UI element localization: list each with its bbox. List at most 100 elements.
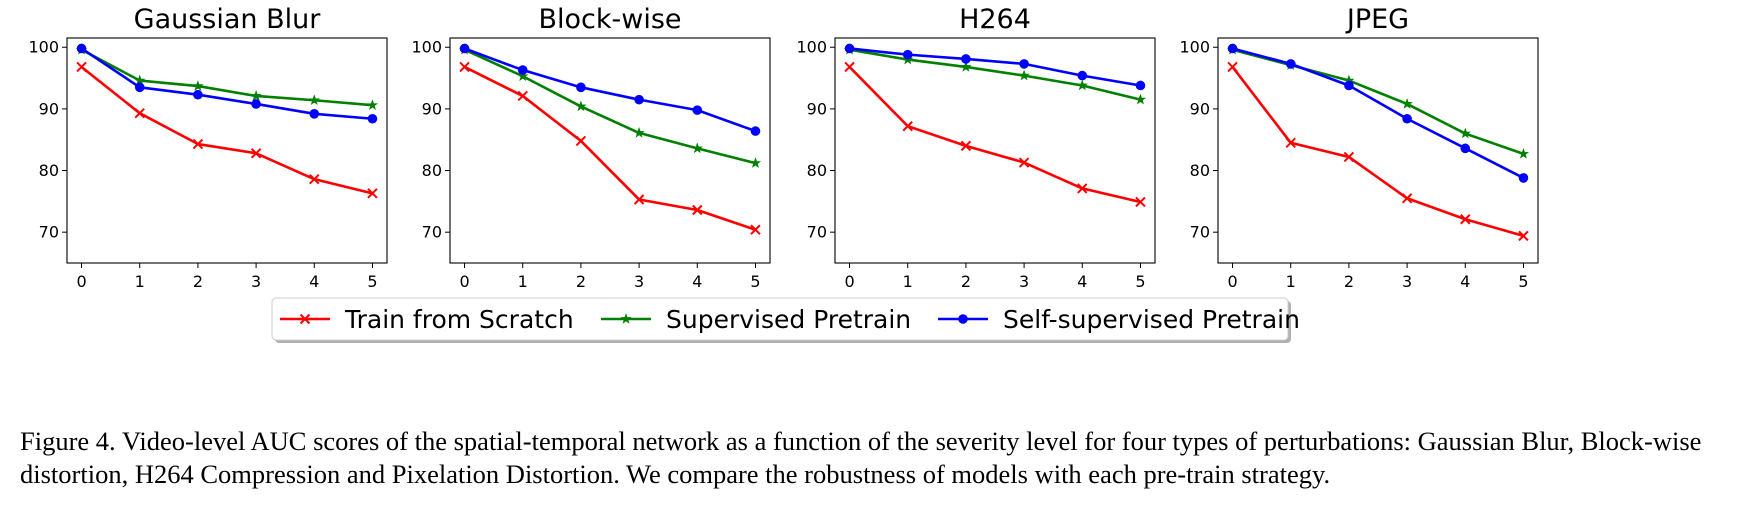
series-line <box>80 48 373 107</box>
series-train-from-scratch <box>844 61 1146 208</box>
data-point <box>575 100 587 112</box>
y-tick-label: 80 <box>39 161 59 180</box>
data-point <box>1517 147 1530 159</box>
data-point <box>1518 173 1529 183</box>
data-point <box>366 99 379 110</box>
legend-marker <box>958 314 968 324</box>
legend-entry-supervised-pretrain: Supervised Pretrain <box>601 305 911 334</box>
plot-frame <box>834 37 1156 264</box>
plot-frame <box>449 37 771 264</box>
data-point <box>692 204 703 216</box>
y-tick-label: 70 <box>807 223 827 242</box>
series-line <box>849 48 1141 101</box>
data-point <box>750 224 761 235</box>
data-point <box>1018 69 1030 81</box>
data-point <box>517 65 528 75</box>
series-train-from-scratch <box>459 61 761 235</box>
x-tick-label: 2 <box>193 272 203 291</box>
data-point <box>1227 43 1238 54</box>
data-point <box>1344 80 1354 91</box>
y-tick-label: 70 <box>422 223 442 242</box>
series-line <box>464 47 756 133</box>
x-tick-label: 5 <box>1135 272 1145 291</box>
x-tick-label: 3 <box>634 272 644 291</box>
data-point <box>459 61 470 73</box>
legend-label: Self-supervised Pretrain <box>1003 305 1300 334</box>
data-point <box>1077 70 1088 81</box>
y-tick-label: 100 <box>796 38 827 57</box>
data-point <box>134 107 145 119</box>
data-point <box>1135 80 1146 91</box>
y-tick-label: 80 <box>422 161 442 180</box>
x-tick-label: 1 <box>903 272 913 291</box>
data-point <box>634 94 644 105</box>
series-line <box>848 66 1141 204</box>
chart-title: H264 <box>959 4 1031 35</box>
series-line <box>1232 47 1525 180</box>
chart-title: JPEG <box>1345 4 1409 35</box>
x-tick-label: 5 <box>1518 272 1528 291</box>
y-tick-label: 90 <box>39 99 59 118</box>
data-point <box>1076 79 1088 91</box>
data-point <box>250 148 262 159</box>
data-point <box>1077 183 1088 194</box>
data-point <box>692 105 703 115</box>
legend-marker <box>620 313 632 324</box>
data-point <box>309 109 320 119</box>
series-train-from-scratch <box>76 61 378 199</box>
data-point <box>193 89 203 100</box>
data-point <box>367 113 378 124</box>
data-point <box>1285 137 1296 149</box>
data-point <box>367 188 378 199</box>
data-point <box>192 80 204 91</box>
data-point <box>633 194 645 205</box>
data-point <box>1401 98 1413 109</box>
series-line <box>1231 66 1524 238</box>
y-tick-label: 100 <box>1179 38 1210 57</box>
x-tick-label: 3 <box>251 272 261 291</box>
x-tick-label: 5 <box>367 272 377 291</box>
x-tick-label: 1 <box>518 272 528 291</box>
x-tick-label: 5 <box>750 272 760 291</box>
data-point <box>308 94 320 106</box>
data-point <box>902 120 913 132</box>
x-tick-label: 2 <box>576 272 586 291</box>
chart-jpeg: JPEG 70 80 90 100 0 1 2 3 4 5 <box>1179 4 1539 291</box>
data-point <box>960 140 972 152</box>
data-point <box>1460 143 1471 154</box>
y-tick-label: 90 <box>807 99 827 118</box>
data-point <box>576 82 586 93</box>
x-tick-label: 0 <box>1227 272 1237 291</box>
legend-label: Train from Scratch <box>344 305 574 334</box>
plot-frame <box>1217 37 1539 264</box>
data-point <box>76 43 87 54</box>
x-tick-label: 4 <box>309 272 319 291</box>
data-point <box>1518 230 1529 242</box>
plot-frame <box>66 37 388 264</box>
data-point <box>1135 196 1146 208</box>
y-tick-label: 90 <box>1190 99 1210 118</box>
y-tick-label: 70 <box>1190 223 1210 242</box>
series-line <box>80 65 373 195</box>
data-point <box>517 70 529 81</box>
chart-block-wise: Block-wise 70 80 90 100 0 1 2 3 4 5 <box>411 4 771 291</box>
data-point <box>1134 93 1147 105</box>
y-tick-label: 80 <box>807 161 827 180</box>
x-tick-label: 2 <box>1344 272 1354 291</box>
series-line <box>80 47 373 121</box>
data-point <box>251 99 261 109</box>
series-line <box>464 48 756 165</box>
x-tick-label: 0 <box>459 272 469 291</box>
data-point <box>1459 127 1471 139</box>
y-tick-label: 80 <box>1190 161 1210 180</box>
data-point <box>309 173 320 185</box>
figure-caption: Figure 4. Video-level AUC scores of the … <box>20 426 1702 489</box>
x-tick-label: 2 <box>961 272 971 291</box>
data-point <box>1343 151 1355 163</box>
data-point <box>902 49 913 60</box>
y-tick-label: 100 <box>411 38 442 57</box>
data-point <box>691 142 703 154</box>
data-point <box>961 54 971 64</box>
